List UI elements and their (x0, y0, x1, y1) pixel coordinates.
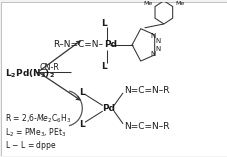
Text: Pd: Pd (101, 104, 114, 113)
Text: R–N=C=N–: R–N=C=N– (52, 40, 102, 49)
Text: L$_2$ = PMe$_3$, PEt$_3$: L$_2$ = PMe$_3$, PEt$_3$ (5, 126, 66, 139)
Text: N: N (149, 51, 155, 57)
Text: $\bf{L_2}$$\bf{Pd(N_3)_2}$: $\bf{L_2}$$\bf{Pd(N_3)_2}$ (5, 67, 55, 80)
Text: R = 2,6-$\mathit{Me}_2$C$_6$H$_3$: R = 2,6-$\mathit{Me}_2$C$_6$H$_3$ (5, 113, 71, 125)
Text: Me: Me (174, 1, 183, 6)
Text: N=C=N–R: N=C=N–R (124, 122, 169, 131)
Text: CN-R: CN-R (39, 63, 59, 72)
Text: L: L (101, 62, 106, 71)
Text: N: N (154, 38, 160, 44)
Text: N: N (154, 46, 160, 52)
Text: N=C=N–R: N=C=N–R (124, 86, 169, 95)
FancyBboxPatch shape (1, 2, 226, 156)
Text: L: L (101, 19, 106, 28)
Text: N: N (149, 33, 155, 39)
Text: Me: Me (143, 1, 152, 6)
Text: Pd: Pd (103, 40, 116, 49)
Text: L: L (79, 120, 85, 129)
Text: L $-$ L = dppe: L $-$ L = dppe (5, 139, 57, 152)
Text: L: L (79, 88, 85, 97)
